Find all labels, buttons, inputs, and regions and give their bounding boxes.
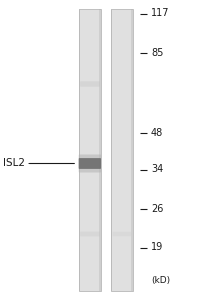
Bar — [111, 9, 112, 291]
Text: 48: 48 — [151, 128, 163, 139]
Text: 117: 117 — [151, 8, 169, 19]
Text: 85: 85 — [151, 47, 163, 58]
Bar — [79, 9, 80, 291]
Bar — [111, 9, 133, 291]
Text: 34: 34 — [151, 164, 163, 175]
Bar — [79, 9, 101, 291]
Text: (kD): (kD) — [151, 276, 170, 285]
Bar — [99, 9, 101, 291]
Text: 26: 26 — [151, 203, 163, 214]
Bar — [131, 9, 133, 291]
Text: 19: 19 — [151, 242, 163, 253]
FancyBboxPatch shape — [79, 158, 101, 169]
FancyBboxPatch shape — [113, 232, 131, 236]
Text: ISL2: ISL2 — [3, 158, 25, 169]
FancyBboxPatch shape — [80, 232, 100, 236]
FancyBboxPatch shape — [80, 81, 100, 87]
Text: --: -- — [28, 158, 35, 169]
FancyBboxPatch shape — [79, 154, 101, 172]
